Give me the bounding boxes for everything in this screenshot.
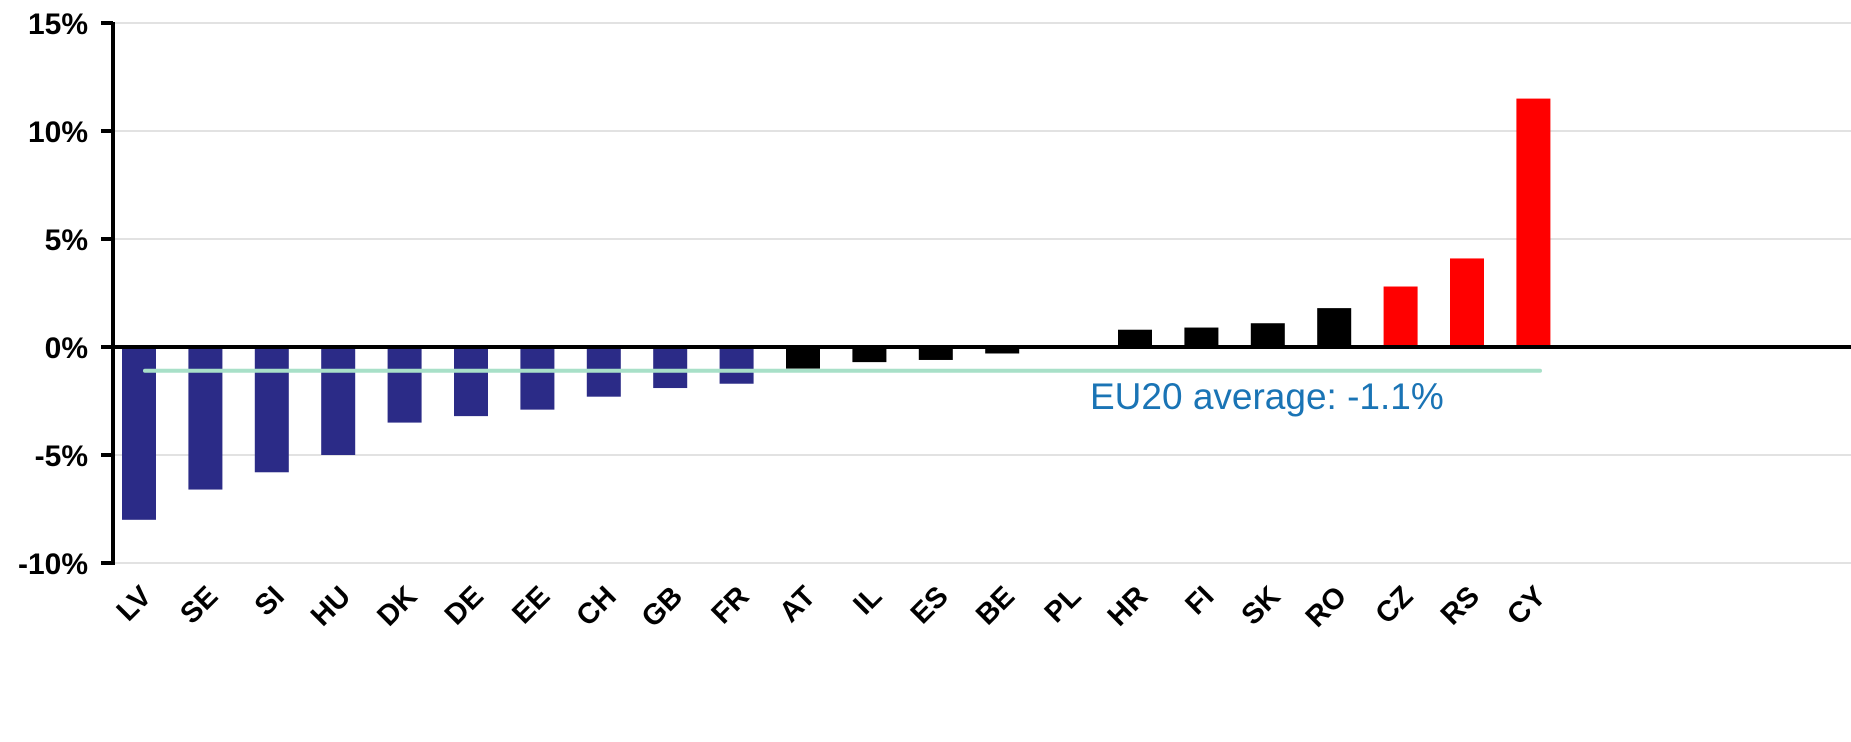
- x-tick-label-es: ES: [905, 580, 955, 630]
- bar-fi: [1184, 327, 1219, 347]
- x-tick-label-be: BE: [970, 580, 1021, 631]
- bars: [122, 98, 1551, 520]
- x-tick-label-hr: HR: [1102, 580, 1154, 632]
- x-tick-label-fr: FR: [706, 580, 756, 630]
- bar-il: [852, 347, 887, 363]
- x-tick-labels: LV SE SI HU DK DE EE CH GB FR AT IL ES BE PL HR FI SK RO CZ…: [111, 580, 1553, 634]
- bar-hu: [321, 347, 356, 455]
- x-tick-label-se: SE: [174, 580, 224, 630]
- y-tick-label: 15%: [28, 8, 88, 41]
- y-tick-label: 5%: [45, 224, 88, 257]
- bar-sk: [1250, 323, 1285, 347]
- bar-ro: [1317, 308, 1352, 347]
- x-tick-label-at: AT: [774, 580, 823, 629]
- x-tick-label-pl: PL: [1039, 580, 1088, 629]
- bar-gb: [653, 347, 688, 389]
- x-tick-label-sk: SK: [1236, 580, 1287, 631]
- x-tick-label-de: DE: [439, 580, 490, 631]
- axes: [101, 21, 1851, 565]
- bar-de: [454, 347, 488, 417]
- x-tick-label-lv: LV: [111, 580, 159, 628]
- bar-se: [188, 347, 223, 490]
- bar-cy: [1516, 98, 1551, 347]
- bar-lv: [122, 347, 156, 520]
- bar-be: [985, 347, 1020, 354]
- bar-hr: [1118, 329, 1152, 347]
- x-tick-label-ch: CH: [571, 580, 623, 632]
- x-tick-label-dk: DK: [371, 580, 423, 632]
- x-tick-label-cy: CY: [1501, 580, 1552, 631]
- bar-at: [786, 347, 820, 369]
- x-tick-label-si: SI: [249, 580, 291, 622]
- bar-fr: [719, 347, 754, 384]
- bar-cz: [1383, 286, 1418, 347]
- x-tick-label-hu: HU: [305, 580, 357, 632]
- x-tick-label-rs: RS: [1435, 580, 1486, 631]
- bar-dk: [387, 347, 422, 423]
- bar-si: [254, 347, 289, 473]
- y-tick-label: -5%: [35, 440, 88, 473]
- y-tick-labels: 15% 10% 5% 0% -5% -10%: [18, 8, 88, 581]
- x-tick-label-ro: RO: [1300, 580, 1353, 633]
- y-tick-label: -10%: [18, 548, 88, 581]
- y-tick-label: 0%: [45, 332, 88, 365]
- x-tick-label-cz: CZ: [1370, 580, 1420, 630]
- eu20-average-label: EU20 average: -1.1%: [1090, 376, 1444, 417]
- bar-ee: [520, 347, 555, 410]
- y-tick-label: 10%: [28, 116, 88, 149]
- gridlines: [113, 22, 1851, 564]
- bar-rs: [1450, 258, 1484, 347]
- bar-es: [918, 347, 953, 360]
- x-tick-label-fi: FI: [1179, 580, 1220, 621]
- x-tick-label-gb: GB: [636, 580, 689, 633]
- x-tick-label-il: IL: [847, 580, 888, 621]
- x-tick-label-ee: EE: [506, 580, 556, 630]
